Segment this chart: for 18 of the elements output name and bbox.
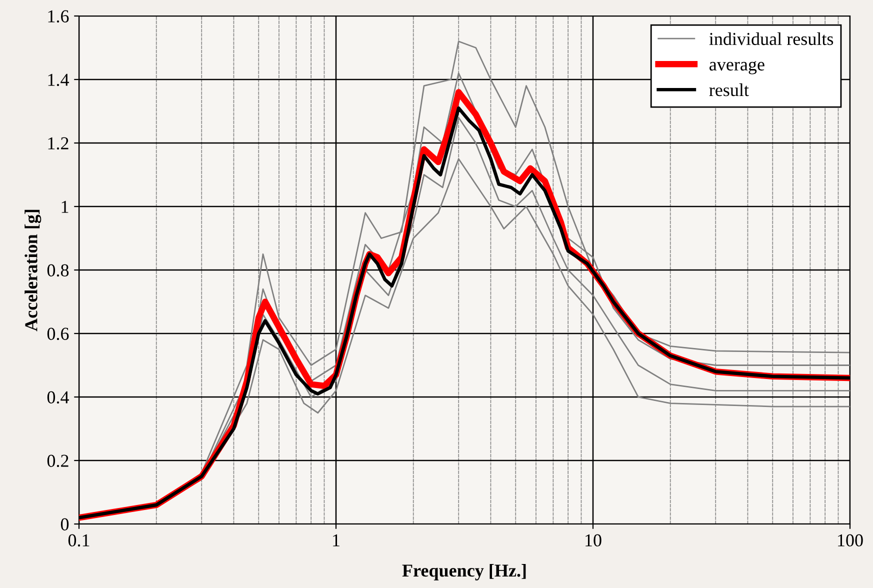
y-axis-title: Acceleration [g] (24, 210, 42, 332)
x-tick-label: 1 (333, 534, 340, 546)
y-tick-label: 1 (62, 200, 68, 213)
y-tick-label: 1.6 (48, 10, 69, 23)
y-tick-label: 0.4 (47, 391, 69, 404)
y-tick-label: 0.2 (47, 454, 68, 468)
y-tick-label: 1.4 (48, 74, 69, 86)
y-tick-label: 0 (60, 518, 69, 530)
y-tick-label: 0.8 (47, 264, 69, 277)
x-axis-title: Frequency [Hz.] (402, 564, 526, 580)
x-tick-label: 100 (838, 534, 863, 546)
y-tick-label: 1.2 (48, 137, 68, 150)
legend-label: individual results (709, 32, 834, 46)
x-tick-label: 0.1 (68, 534, 90, 547)
legend-label: average (710, 61, 764, 74)
x-tick-label: 10 (586, 534, 602, 546)
legend-label: result (709, 83, 749, 96)
y-tick-label: 0.6 (47, 328, 69, 340)
